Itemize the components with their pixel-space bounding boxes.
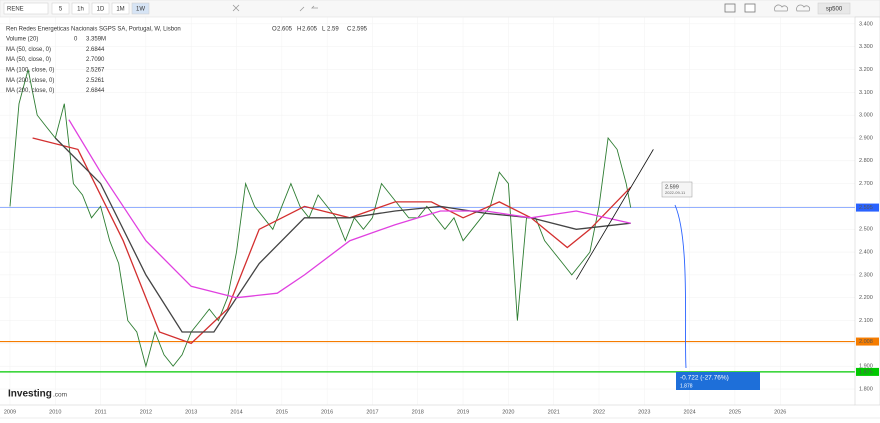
ohlc-value: 2.605	[277, 27, 293, 33]
x-tick-label: 2017	[366, 409, 378, 415]
price-tag	[856, 203, 879, 212]
indicator-name: MA (100, close, 0)	[6, 67, 54, 73]
y-tick-label: 3.400	[859, 21, 873, 27]
symbol: RENE	[7, 7, 24, 13]
x-tick-label: 2021	[548, 409, 560, 415]
ohlc-value: 2.605	[302, 27, 318, 33]
y-tick-label: 3.100	[859, 90, 873, 96]
y-tick-label: 3.000	[859, 113, 873, 119]
undo-icon[interactable]	[299, 5, 318, 12]
interval-button[interactable]	[51, 2, 70, 15]
x-tick-label: 2015	[276, 409, 288, 415]
x-tick-label: 2009	[4, 409, 16, 415]
indicator-name: MA (50, close, 0)	[6, 57, 51, 63]
logo-suffix: .com	[53, 392, 67, 399]
x-tick-label: 2018	[412, 409, 424, 415]
camera-icon[interactable]	[724, 3, 736, 13]
x-tick-label: 2024	[683, 409, 695, 415]
x-tick-label: 2025	[729, 409, 741, 415]
x-tick-label: 2023	[638, 409, 650, 415]
plot-area	[0, 17, 855, 405]
settings-icon[interactable]	[232, 4, 240, 12]
compare: sp500	[826, 7, 843, 13]
price-tag	[856, 337, 879, 346]
y-tick-label: 2.200	[859, 295, 873, 301]
x-tick-label: 2016	[321, 409, 333, 415]
ohlc-key: O	[272, 27, 277, 33]
indicator-value: 2.6844	[86, 47, 105, 53]
measure-arrow	[674, 204, 687, 369]
chart-title: Ren Redes Energeticas Nacionais SGPS SA,…	[6, 27, 181, 33]
indicator-name: MA (50, close, 0)	[6, 47, 51, 53]
interval-label: 1W	[136, 7, 145, 13]
x-tick-label: 2012	[140, 409, 152, 415]
x-tick-label: 2020	[502, 409, 514, 415]
indicator-value: 2.5267	[86, 67, 105, 73]
y-tick-label: 2.500	[859, 227, 873, 233]
y-tick-label: 2.300	[859, 272, 873, 278]
measure-target: 1.878	[680, 383, 693, 389]
interval-button[interactable]	[111, 2, 130, 15]
symbol-box[interactable]	[3, 2, 49, 15]
interval-label: 5	[59, 7, 63, 13]
y-tick-label: 2.400	[859, 250, 873, 256]
price-tag	[856, 367, 879, 376]
trendline	[575, 149, 654, 280]
interval-buttons: 5 1h 1D 1M 1W	[51, 2, 150, 15]
y-tick-label: 2.900	[859, 135, 873, 141]
price-tag-label: 1.875	[859, 369, 873, 375]
x-tick-label: 2013	[185, 409, 197, 415]
compare-box[interactable]	[817, 2, 851, 15]
cloud-icon[interactable]	[774, 4, 789, 12]
interval-button[interactable]	[91, 2, 110, 15]
interval-label: 1D	[97, 7, 105, 13]
indicator-value: 2.5261	[86, 78, 105, 84]
x-tick-label: 2026	[774, 409, 786, 415]
color-icon[interactable]	[744, 3, 756, 13]
interval-button[interactable]	[71, 2, 90, 15]
logo: Investing	[8, 389, 52, 400]
measure-change: -0.722 (-27.76%)	[680, 375, 729, 382]
indicator-value: 2.7090	[86, 57, 105, 63]
ohlc-key: L	[322, 27, 326, 33]
indicator-name: Volume (20)	[6, 37, 38, 43]
interval-label: 1h	[77, 7, 84, 13]
y-tick-label: 1.800	[859, 386, 873, 392]
y-tick-label: 3.200	[859, 67, 873, 73]
ohlc-key: H	[297, 27, 301, 33]
x-tick-label: 2019	[457, 409, 469, 415]
interval-label: 1M	[116, 7, 124, 13]
y-tick-label: 1.900	[859, 364, 873, 370]
x-tick-label: 2022	[593, 409, 605, 415]
y-tick-label: 2.700	[859, 181, 873, 187]
y-tick-label: 3.300	[859, 44, 873, 50]
ohlc-value: 2.59	[327, 27, 339, 33]
interval-button[interactable]	[131, 2, 150, 15]
y-tick-label: 2.100	[859, 318, 873, 324]
x-tick-label: 2011	[95, 409, 107, 415]
series-line	[68, 119, 631, 299]
x-tick-label: 2014	[230, 409, 242, 415]
y-tick-label: 2.800	[859, 158, 873, 164]
indicator-extra: 0	[74, 37, 78, 43]
annotation-price: 2.599	[665, 184, 679, 190]
price-tag-label: 2.008	[859, 339, 873, 345]
price-tag-label: 2.595	[859, 205, 873, 211]
annotation-date: 2022-09-11	[665, 190, 686, 195]
indicator-name: MA (200, close, 0)	[6, 88, 54, 94]
toolbar	[0, 0, 880, 18]
ohlc-value: 2.595	[352, 27, 368, 33]
indicator-value: 2.6844	[86, 88, 105, 94]
x-tick-label: 2010	[49, 409, 61, 415]
indicator-name: MA (200, close, 0)	[6, 78, 54, 84]
cloud-icon[interactable]	[796, 4, 811, 12]
annotation-box	[661, 181, 693, 198]
ohlc-key: C	[347, 27, 352, 33]
indicator-value: 3.359M	[86, 37, 106, 43]
measure-box	[676, 372, 760, 390]
